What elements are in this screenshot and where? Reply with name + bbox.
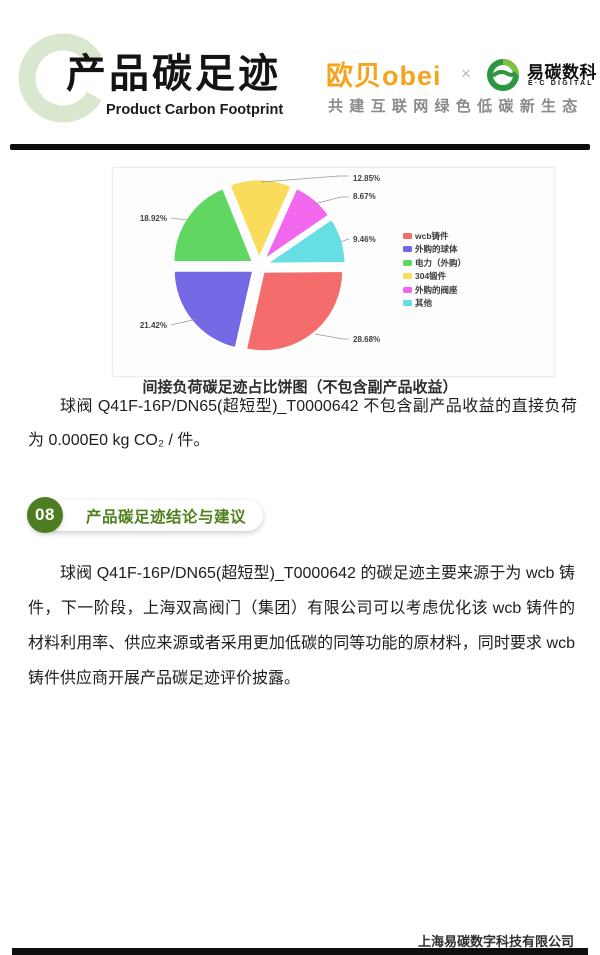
- pie-label-4: 8.67%: [353, 192, 376, 201]
- pie-label-line-0: [314, 333, 349, 340]
- pie-chart-panel: 12.85% 8.67% 9.46% 28.68% 21.42% 18.92% wcb铸件…: [112, 167, 555, 377]
- legend-item-2: 电力（外购）: [403, 256, 466, 270]
- section-number-badge: 08: [27, 497, 63, 533]
- pie-label-0: 28.68%: [353, 335, 380, 344]
- pie-label-line-4: [313, 196, 349, 205]
- legend-item-5: 其他: [403, 297, 466, 311]
- brand-caption: E·C DIGITAL: [528, 80, 594, 87]
- pie-slice-2: [171, 186, 255, 264]
- header-tagline: 共建互联网绿色低碳新生态: [328, 98, 584, 115]
- legend-item-0: wcb铸件: [403, 229, 466, 243]
- chart-legend: wcb铸件外购的球体电力（外购） 304锻件外购的阀座其他: [403, 229, 466, 310]
- legend-item-4: 外购的阀座: [403, 283, 466, 297]
- legend-swatch-icon: [403, 246, 412, 253]
- legend-label: 304锻件: [415, 271, 447, 282]
- header-divider: [10, 144, 590, 150]
- page-subtitle: Product Carbon Footprint: [106, 102, 284, 118]
- conclusion-paragraph: 球阀 Q41F-16P/DN65(超短型)_T0000642 的碳足迹主要来源于…: [28, 565, 575, 687]
- pie-slice-1: [172, 269, 255, 350]
- legend-swatch-icon: [403, 259, 412, 266]
- pie-label-line-3: [260, 175, 349, 183]
- page-title: 产品碳足迹: [66, 52, 281, 96]
- cross-separator-icon: ×: [461, 64, 471, 83]
- footer-bar: [12, 948, 588, 955]
- pie-label-line-2: [170, 217, 188, 221]
- legend-item-3: 304锻件: [403, 270, 466, 284]
- legend-swatch-icon: [403, 273, 412, 280]
- pie-slice-0: [244, 269, 345, 353]
- brand-name: 易碳数科: [527, 63, 597, 82]
- pie-label-2: 18.92%: [140, 214, 167, 223]
- legend-label: 外购的阀座: [415, 284, 458, 295]
- pie-chart-svg: 12.85% 8.67% 9.46% 28.68% 21.42% 18.92%: [140, 174, 380, 353]
- section-number: 08: [35, 505, 55, 524]
- footer-company-name: 上海易碳数字科技有限公司: [417, 934, 574, 949]
- legend-swatch-icon: [403, 286, 412, 293]
- legend-label: 其他: [415, 298, 433, 309]
- pie-label-5: 9.46%: [353, 235, 376, 244]
- legend-item-1: 外购的球体: [403, 243, 466, 257]
- legend-swatch-icon: [403, 232, 412, 239]
- chart-caption: 间接负荷碳足迹占比饼图（不包含副产品收益）: [142, 379, 458, 396]
- pie-label-line-5: [339, 238, 350, 243]
- obei-brand-logo: 欧贝obei: [326, 61, 442, 91]
- section-title-pill: 产品碳足迹结论与建议: [44, 500, 264, 531]
- pie-label-1: 21.42%: [140, 321, 167, 330]
- legend-label: 外购的球体: [415, 244, 458, 255]
- legend-label: 电力（外购）: [415, 257, 467, 268]
- legend-label: wcb铸件: [415, 230, 449, 241]
- pie-label-3: 12.85%: [353, 174, 380, 183]
- pie-label-line-1: [170, 318, 198, 326]
- ec-digital-logo-icon: [487, 59, 519, 91]
- section-title: 产品碳足迹结论与建议: [86, 508, 247, 526]
- legend-swatch-icon: [403, 300, 412, 307]
- direct-load-paragraph: 球阀 Q41F-16P/DN65(超短型)_T0000642 不包含副产品收益的…: [28, 398, 577, 449]
- pie-slice-5: [264, 217, 347, 266]
- pie-slice-3: [227, 177, 294, 261]
- carbon-c-ring-logo-icon: [18, 33, 102, 123]
- pie-slice-4: [262, 186, 331, 262]
